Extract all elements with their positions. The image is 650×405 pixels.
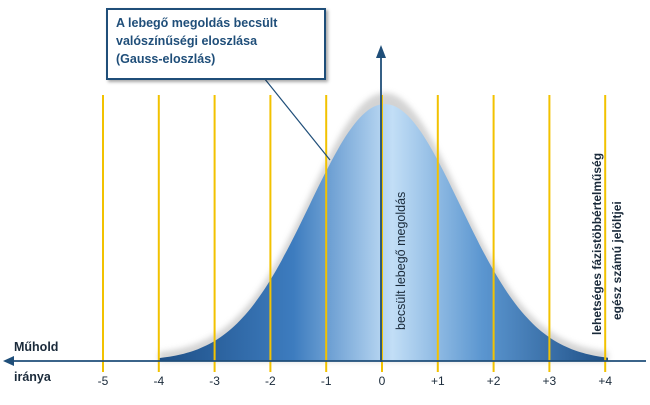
- axis-tick-label: -1: [320, 374, 332, 388]
- axis-arrow-left: [3, 356, 14, 366]
- callout-line: A lebegő megoldás becsült: [116, 16, 278, 30]
- axis-tick-label: +2: [486, 374, 501, 388]
- candidate-lines: [102, 95, 607, 372]
- float-solution-arrowhead: [376, 45, 386, 58]
- callout-line: valószínűségi eloszlása: [116, 34, 258, 48]
- satellite-label-line2: iránya: [14, 370, 51, 384]
- axis-tick-label: 0: [378, 374, 386, 388]
- axis-tick-label: -5: [97, 374, 109, 388]
- axis-tick-label: -4: [153, 374, 165, 388]
- axis-tick-label: +1: [430, 374, 445, 388]
- axis-tick-label: -2: [265, 374, 276, 388]
- axis-tick-label: +4: [598, 374, 613, 388]
- float-solution-label: becsült lebegő megoldás: [394, 191, 408, 330]
- distribution-callout: A lebegő megoldás becsült valószínűségi …: [106, 8, 326, 80]
- axis-tick-label: +3: [542, 374, 557, 388]
- callout-line: (Gauss-eloszlás): [116, 52, 216, 66]
- axis-tick-label: -3: [209, 374, 220, 388]
- satellite-label-line1: Műhold: [14, 340, 59, 354]
- callout-leader: [263, 77, 331, 161]
- candidates-label-line1: lehetséges fázistöbbértelműség: [590, 152, 604, 335]
- gaussian-curve: [158, 104, 609, 361]
- candidates-label-line2: egész számú jelöltjei: [610, 201, 624, 320]
